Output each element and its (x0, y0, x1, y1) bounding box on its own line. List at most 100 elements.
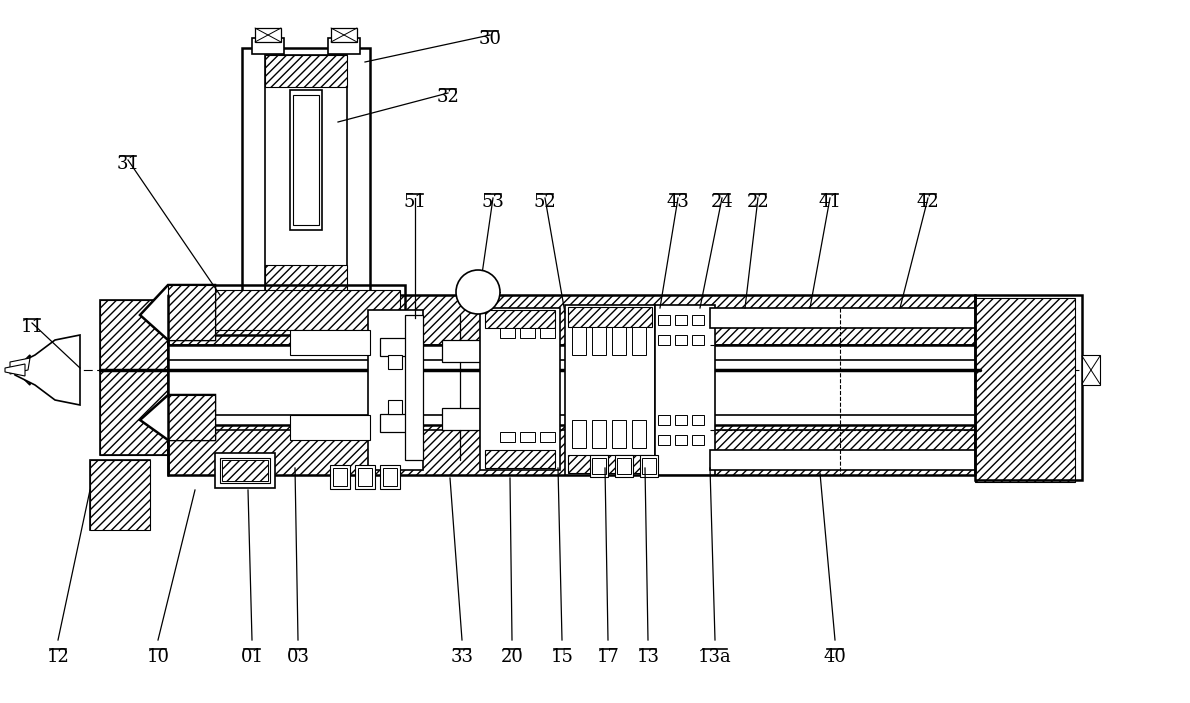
Bar (293, 95, 319, 225)
Bar (675, 435, 687, 445)
Bar (480, 308, 560, 470)
Bar (441, 340, 480, 362)
Text: 31: 31 (117, 155, 139, 173)
Bar (675, 415, 687, 425)
Bar (328, 38, 361, 54)
Bar (975, 298, 1075, 482)
Polygon shape (140, 395, 215, 440)
Bar (252, 38, 284, 54)
Bar (591, 458, 606, 474)
Bar (675, 335, 687, 345)
Bar (591, 420, 606, 448)
Bar (380, 414, 408, 432)
Bar (540, 328, 555, 338)
Bar (1082, 355, 1100, 385)
Bar (368, 310, 422, 470)
Bar (572, 420, 585, 448)
Bar (565, 305, 655, 475)
Bar (486, 310, 555, 328)
Text: 41: 41 (819, 193, 841, 211)
Text: 32: 32 (437, 88, 459, 106)
Bar (380, 338, 408, 356)
Bar (616, 458, 631, 474)
Bar (658, 415, 670, 425)
Bar (168, 295, 975, 345)
Text: 33: 33 (451, 648, 474, 666)
Polygon shape (5, 364, 25, 376)
Bar (486, 450, 555, 468)
Bar (255, 28, 281, 42)
Text: 52: 52 (533, 193, 557, 211)
Bar (168, 425, 975, 475)
Bar (331, 28, 357, 42)
Circle shape (456, 270, 500, 314)
Polygon shape (15, 335, 80, 405)
Bar (100, 300, 168, 455)
Bar (641, 458, 656, 474)
Polygon shape (15, 355, 30, 385)
Bar (290, 330, 370, 355)
Bar (590, 455, 608, 477)
Bar (355, 465, 375, 489)
Bar (168, 425, 975, 475)
Bar (591, 327, 606, 355)
Text: 12: 12 (46, 648, 69, 666)
Bar (388, 355, 402, 369)
Bar (710, 450, 975, 470)
Bar (265, 55, 347, 87)
Bar (215, 453, 275, 488)
Bar (658, 335, 670, 345)
Bar (168, 295, 975, 345)
Bar (500, 328, 515, 338)
Bar (568, 455, 652, 473)
Bar (693, 335, 704, 345)
Bar (658, 435, 670, 445)
Text: 01: 01 (240, 648, 263, 666)
Text: 43: 43 (666, 193, 689, 211)
Text: 11: 11 (20, 318, 44, 336)
Bar (388, 400, 402, 414)
Bar (612, 420, 626, 448)
Bar (223, 460, 268, 481)
Bar (168, 285, 215, 340)
Text: 40: 40 (823, 648, 846, 666)
Text: 20: 20 (501, 648, 524, 666)
Bar (265, 265, 347, 297)
Text: 42: 42 (916, 193, 939, 211)
Bar (100, 300, 168, 455)
Text: 10: 10 (146, 648, 169, 666)
Polygon shape (140, 285, 215, 340)
Text: 22: 22 (746, 193, 770, 211)
Bar (380, 465, 400, 489)
Bar (975, 295, 1082, 480)
Bar (693, 415, 704, 425)
Polygon shape (10, 358, 30, 374)
Bar (333, 468, 347, 486)
Bar (640, 455, 658, 477)
Bar (612, 327, 626, 355)
Bar (654, 305, 715, 475)
Bar (500, 432, 515, 442)
Text: 13a: 13a (699, 648, 732, 666)
Bar (290, 415, 370, 440)
Bar (632, 420, 646, 448)
Bar (358, 468, 372, 486)
Bar (330, 465, 350, 489)
Bar (520, 432, 536, 442)
Bar (568, 307, 652, 327)
Bar (405, 315, 422, 460)
Bar (658, 315, 670, 325)
Bar (90, 460, 150, 530)
Bar (200, 285, 405, 335)
Text: 53: 53 (482, 193, 505, 211)
Bar (520, 328, 536, 338)
Text: 15: 15 (551, 648, 574, 666)
Bar (615, 455, 633, 477)
Bar (205, 290, 400, 330)
Text: 17: 17 (596, 648, 620, 666)
Bar (693, 435, 704, 445)
Bar (220, 458, 270, 483)
Bar (572, 327, 585, 355)
Text: 51: 51 (403, 193, 426, 211)
Bar (675, 315, 687, 325)
